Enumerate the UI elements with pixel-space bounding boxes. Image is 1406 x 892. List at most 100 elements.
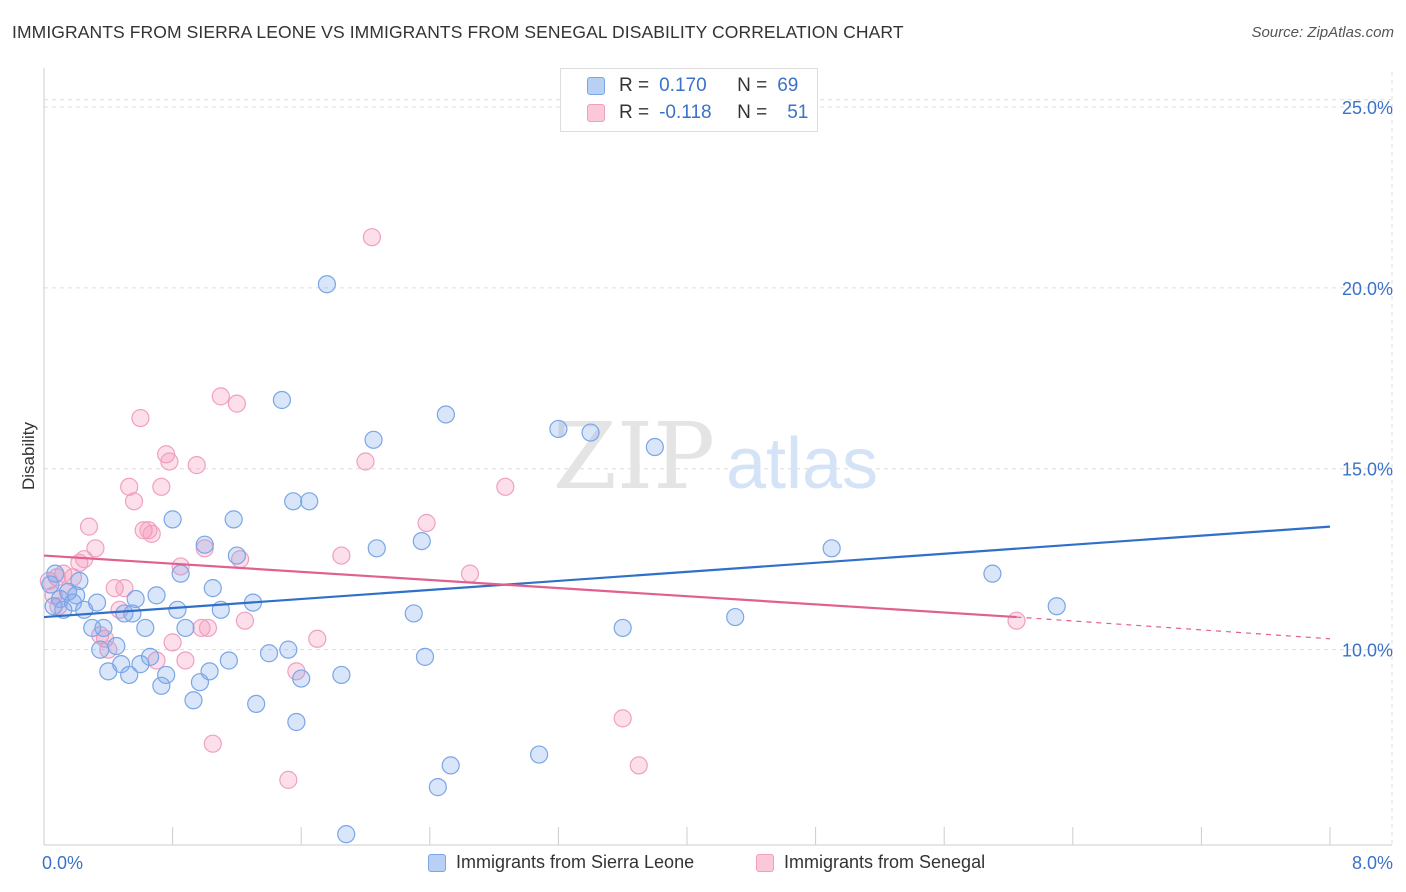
data-point-senegal bbox=[308, 629, 327, 648]
data-point-sierra-leone bbox=[195, 535, 214, 554]
stats-row-senegal: R = -0.118 N = 51 bbox=[587, 100, 808, 126]
stats-n-label: N = bbox=[737, 102, 768, 123]
data-point-sierra-leone bbox=[259, 644, 279, 663]
data-point-senegal bbox=[163, 633, 182, 652]
data-point-sierra-leone bbox=[581, 423, 600, 442]
stats-swatch-pink bbox=[587, 104, 605, 122]
legend-swatch-blue bbox=[428, 853, 446, 872]
x-tick-label: 8.0% bbox=[1352, 853, 1393, 873]
data-point-senegal bbox=[115, 579, 134, 598]
watermark-atlas: atlas bbox=[726, 424, 878, 504]
stats-n-value: 51 bbox=[787, 102, 809, 123]
data-point-senegal bbox=[171, 557, 190, 576]
stats-r-label: R = bbox=[619, 102, 650, 123]
data-point-sierra-leone bbox=[300, 492, 319, 511]
series-sierra-leone-points bbox=[41, 275, 1066, 844]
stats-legend: R = 0.170 N = 69 R = -0.118 N = 51 bbox=[560, 68, 818, 132]
data-point-senegal bbox=[160, 452, 179, 471]
data-point-senegal bbox=[142, 524, 161, 543]
data-point-sierra-leone bbox=[107, 636, 126, 656]
data-point-sierra-leone bbox=[404, 604, 423, 623]
data-point-sierra-leone bbox=[332, 665, 351, 685]
data-point-sierra-leone bbox=[184, 691, 203, 710]
data-point-sierra-leone bbox=[436, 405, 455, 424]
data-point-sierra-leone bbox=[176, 618, 195, 638]
data-point-senegal bbox=[105, 579, 124, 598]
data-point-senegal bbox=[211, 387, 230, 406]
data-point-senegal bbox=[192, 618, 211, 638]
data-point-sierra-leone bbox=[131, 655, 150, 674]
legend-label-sierra-leone: Immigrants from Sierra Leone bbox=[456, 852, 695, 872]
trend-line-sierra-leone bbox=[43, 525, 1331, 619]
data-point-sierra-leone bbox=[157, 665, 176, 685]
y-tick-label: 25.0% bbox=[1342, 98, 1393, 118]
data-point-senegal bbox=[79, 517, 99, 536]
data-point-sierra-leone bbox=[284, 492, 303, 511]
data-point-senegal bbox=[198, 618, 218, 638]
data-point-sierra-leone bbox=[87, 593, 107, 612]
data-point-sierra-leone bbox=[140, 647, 160, 666]
data-point-sierra-leone bbox=[530, 745, 549, 764]
y-tick-label: 20.0% bbox=[1342, 279, 1393, 299]
data-point-senegal bbox=[629, 756, 648, 775]
chart-source: Source: ZipAtlas.com bbox=[1251, 24, 1394, 41]
data-point-senegal bbox=[131, 408, 150, 428]
y-axis-label: Disability bbox=[19, 421, 38, 490]
data-point-sierra-leone bbox=[168, 600, 187, 619]
data-point-sierra-leone bbox=[219, 651, 238, 670]
data-point-sierra-leone bbox=[67, 586, 86, 605]
x-tick-label: 0.0% bbox=[42, 853, 83, 873]
data-point-senegal bbox=[176, 651, 195, 670]
data-point-sierra-leone bbox=[171, 564, 190, 583]
data-point-sierra-leone bbox=[44, 597, 63, 616]
y-tick-label: 10.0% bbox=[1342, 641, 1393, 661]
trend-line-senegal-extension bbox=[1016, 616, 1331, 640]
tick-labels: 10.0% 15.0% 20.0% 25.0% 0.0% 8.0% bbox=[42, 98, 1393, 873]
data-point-sierra-leone bbox=[983, 564, 1002, 583]
chart-title: IMMIGRANTS FROM SIERRA LEONE VS IMMIGRAN… bbox=[12, 22, 904, 42]
data-point-sierra-leone bbox=[415, 647, 435, 666]
data-point-sierra-leone bbox=[428, 778, 447, 797]
data-point-sierra-leone bbox=[247, 694, 266, 714]
stats-r-value: -0.118 bbox=[659, 102, 712, 123]
legend-item-senegal[interactable]: Immigrants from Senegal bbox=[756, 852, 985, 873]
data-point-senegal bbox=[279, 770, 298, 789]
watermark: ZIP atlas bbox=[553, 403, 878, 510]
data-point-sierra-leone bbox=[136, 618, 155, 638]
data-point-senegal bbox=[460, 564, 480, 583]
data-point-senegal bbox=[227, 394, 246, 413]
data-point-senegal bbox=[1007, 611, 1026, 630]
legend-item-sierra-leone[interactable]: Immigrants from Sierra Leone bbox=[428, 852, 694, 873]
axes bbox=[43, 68, 1392, 846]
data-point-sierra-leone bbox=[412, 531, 431, 551]
data-point-senegal bbox=[86, 539, 105, 558]
data-point-sierra-leone bbox=[200, 662, 219, 681]
data-point-senegal bbox=[332, 546, 351, 565]
stats-n-value: 69 bbox=[777, 75, 799, 96]
data-point-sierra-leone bbox=[272, 390, 292, 410]
data-point-sierra-leone bbox=[645, 437, 664, 457]
data-point-sierra-leone bbox=[126, 589, 145, 609]
data-point-sierra-leone bbox=[822, 539, 841, 558]
data-point-sierra-leone bbox=[1047, 597, 1066, 616]
data-point-senegal bbox=[152, 477, 171, 496]
data-point-sierra-leone bbox=[292, 669, 311, 688]
stats-swatch-blue bbox=[587, 77, 605, 95]
legend-swatch-pink bbox=[756, 853, 774, 872]
data-point-senegal bbox=[235, 611, 255, 630]
data-point-sierra-leone bbox=[441, 756, 460, 775]
data-point-sierra-leone bbox=[367, 539, 386, 558]
y-tick-label: 15.0% bbox=[1342, 460, 1393, 480]
data-point-senegal bbox=[120, 477, 139, 496]
data-point-sierra-leone bbox=[317, 275, 337, 294]
grid-lines bbox=[44, 72, 1393, 845]
data-point-sierra-leone bbox=[726, 607, 745, 627]
data-point-sierra-leone bbox=[54, 600, 73, 619]
data-point-sierra-leone bbox=[549, 419, 568, 439]
data-point-sierra-leone bbox=[41, 575, 60, 594]
stats-r-label: R = bbox=[619, 75, 650, 96]
stats-n-label: N = bbox=[737, 75, 768, 96]
data-point-sierra-leone bbox=[224, 510, 243, 529]
data-point-sierra-leone bbox=[364, 430, 383, 449]
